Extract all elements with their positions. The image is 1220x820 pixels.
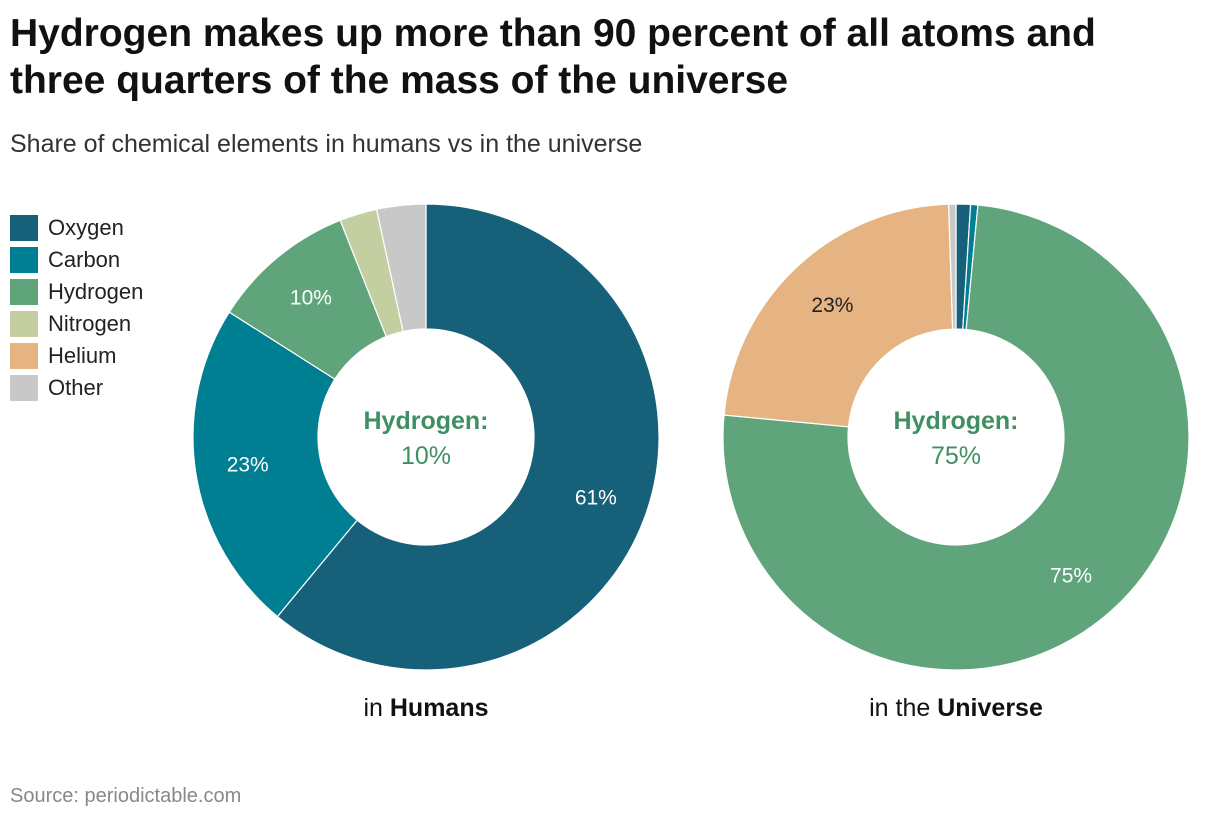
caption-prefix: in the — [869, 694, 937, 722]
legend-label: Helium — [48, 343, 117, 368]
legend-swatch — [10, 279, 38, 305]
slice-hydrogen — [722, 204, 1190, 671]
slice-label-oxygen: 61% — [575, 487, 617, 510]
slice-label-hydrogen: 10% — [290, 286, 332, 309]
center-label: Hydrogen: — [364, 407, 489, 435]
chart-subtitle: Share of chemical elements in humans vs … — [10, 130, 643, 158]
chart-caption: in Humans — [363, 694, 488, 722]
slice-label-helium: 23% — [811, 294, 853, 317]
legend-label: Hydrogen — [48, 279, 144, 304]
legend-swatch — [10, 215, 38, 241]
legend-label: Other — [48, 375, 104, 400]
legend-label: Oxygen — [48, 215, 124, 240]
caption-bold: Humans — [390, 694, 489, 722]
legend-item-nitrogen: Nitrogen — [10, 308, 143, 340]
source-note: Source: periodictable.com — [10, 785, 242, 807]
chart-title: Hydrogen makes up more than 90 percent o… — [10, 12, 1096, 102]
legend-item-hydrogen: Hydrogen — [10, 276, 143, 308]
center-value: 75% — [931, 442, 981, 470]
legend-swatch — [10, 375, 38, 401]
legend-item-oxygen: Oxygen — [10, 212, 143, 244]
legend-swatch — [10, 247, 38, 273]
legend-label: Nitrogen — [48, 311, 132, 336]
chart-caption: in the Universe — [869, 694, 1043, 722]
slice-helium — [723, 203, 954, 428]
slice-label-carbon: 23% — [227, 454, 269, 477]
legend-swatch — [10, 343, 38, 369]
legend-item-carbon: Carbon — [10, 244, 143, 276]
slice-other — [375, 203, 427, 333]
legend-item-other: Other — [10, 372, 143, 404]
legend-item-helium: Helium — [10, 340, 143, 372]
center-label: Hydrogen: — [894, 407, 1019, 435]
center-value: 10% — [401, 442, 451, 470]
caption-prefix: in — [363, 694, 389, 722]
slice-carbon — [192, 311, 359, 618]
slice-label-hydrogen: 75% — [1050, 565, 1092, 588]
slice-other — [948, 203, 957, 330]
legend-label: Carbon — [48, 247, 121, 272]
caption-bold: Universe — [937, 694, 1043, 722]
donut-humans: 61% 23% 10% Hydrogen: 10% in Humans — [192, 203, 660, 722]
donut-universe: 75% 23% Hydrogen: 75% in the Universe — [722, 203, 1190, 722]
legend-swatch — [10, 311, 38, 337]
legend: Oxygen Carbon Hydrogen Nitrogen Helium O… — [10, 212, 143, 404]
slice-oxygen — [276, 203, 660, 671]
